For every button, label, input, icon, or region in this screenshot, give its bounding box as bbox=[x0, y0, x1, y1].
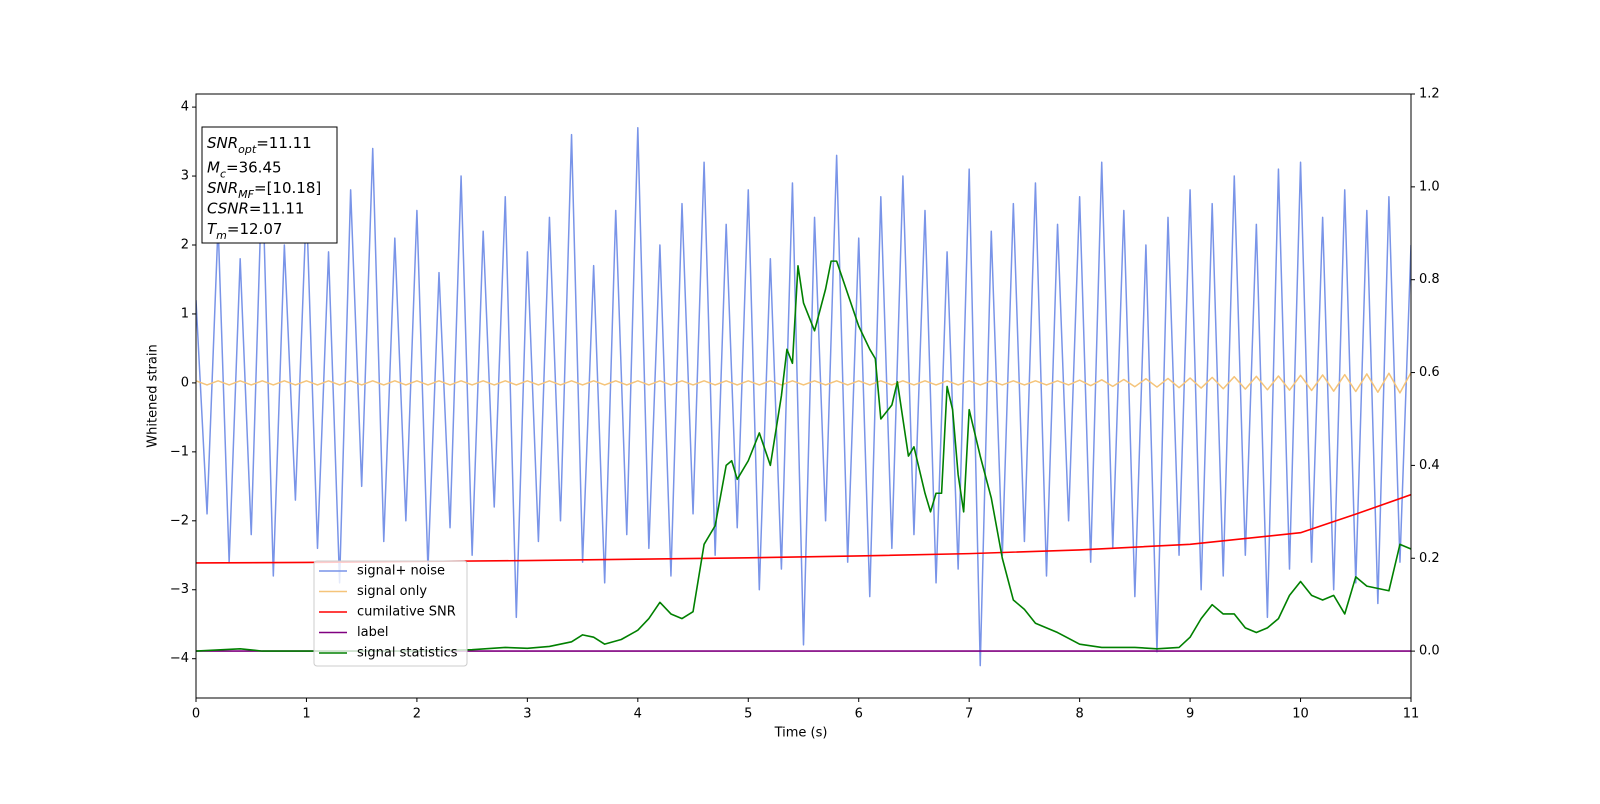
y-tick-label: 4 bbox=[181, 100, 189, 115]
annotation-symbol: SNR bbox=[207, 134, 238, 152]
annotation-line: SNRMF=[10.18] bbox=[207, 179, 321, 201]
y2-tick-label: 0.0 bbox=[1419, 644, 1440, 659]
annotation-box bbox=[201, 126, 338, 244]
annotation-value: =36.45 bbox=[226, 158, 282, 176]
annotation-subscript: MF bbox=[238, 188, 254, 201]
y-tick-label: 3 bbox=[181, 169, 189, 184]
y-tick-label: −3 bbox=[170, 582, 189, 597]
x-tick-label: 0 bbox=[192, 707, 200, 722]
annotation-value: =11.11 bbox=[249, 199, 305, 217]
x-tick-label: 6 bbox=[855, 707, 863, 722]
legend-box bbox=[313, 560, 468, 667]
x-tick-label: 3 bbox=[523, 707, 531, 722]
y-axis-label: Whitened strain bbox=[146, 344, 161, 447]
x-axis-label: Time (s) bbox=[774, 726, 828, 741]
y-tick-label: −4 bbox=[170, 651, 189, 666]
legend-label: label bbox=[357, 625, 388, 640]
y2-tick-label: 0.8 bbox=[1419, 272, 1440, 287]
x-tick-label: 11 bbox=[1403, 707, 1420, 722]
x-tick-label: 2 bbox=[413, 707, 421, 722]
x-tick-label: 7 bbox=[965, 707, 973, 722]
y2-tick-label: 0.4 bbox=[1419, 458, 1440, 473]
y-tick-label: 0 bbox=[181, 375, 189, 390]
annotation-line: CSNR=11.11 bbox=[207, 199, 304, 217]
y2-tick-label: 0.2 bbox=[1419, 551, 1440, 566]
x-tick-label: 9 bbox=[1186, 707, 1194, 722]
annotation-line: SNRopt=11.11 bbox=[207, 134, 312, 156]
x-tick-label: 10 bbox=[1292, 707, 1309, 722]
annotation-value: =11.11 bbox=[256, 134, 312, 152]
y-tick-label: −1 bbox=[170, 444, 189, 459]
y2-tick-label: 1.0 bbox=[1419, 179, 1440, 194]
annotation-line: Tm=12.07 bbox=[207, 220, 282, 242]
series-line bbox=[196, 127, 1411, 667]
x-tick-label: 4 bbox=[634, 707, 642, 722]
annotation-value: =12.07 bbox=[227, 220, 283, 238]
y-tick-label: 1 bbox=[181, 306, 189, 321]
x-tick-label: 1 bbox=[302, 707, 310, 722]
annotation-subscript: m bbox=[216, 229, 227, 242]
annotation-symbol: T bbox=[207, 220, 218, 238]
legend-label: signal+ noise bbox=[357, 564, 445, 579]
legend-label: cumilative SNR bbox=[357, 605, 456, 620]
legend-label: signal statistics bbox=[357, 646, 458, 661]
series-line bbox=[196, 260, 1411, 652]
axes-frame bbox=[195, 93, 1412, 699]
y2-tick-label: 1.2 bbox=[1419, 87, 1440, 102]
annotation-line: Mc=36.45 bbox=[207, 158, 282, 180]
series-line bbox=[196, 493, 1411, 564]
annotation-symbol: CSNR bbox=[207, 199, 249, 217]
annotation-subscript: opt bbox=[238, 143, 257, 156]
legend-label: signal only bbox=[357, 584, 427, 599]
y-tick-label: −2 bbox=[170, 513, 189, 528]
x-tick-label: 5 bbox=[744, 707, 752, 722]
annotation-symbol: SNR bbox=[207, 179, 238, 197]
annotation-subscript: c bbox=[220, 167, 226, 180]
annotation-symbol: M bbox=[207, 158, 220, 176]
x-tick-label: 8 bbox=[1075, 707, 1083, 722]
y2-tick-label: 0.6 bbox=[1419, 365, 1440, 380]
annotation-value: =[10.18] bbox=[254, 179, 321, 197]
y-tick-label: 2 bbox=[181, 238, 189, 253]
series-line bbox=[196, 372, 1411, 394]
